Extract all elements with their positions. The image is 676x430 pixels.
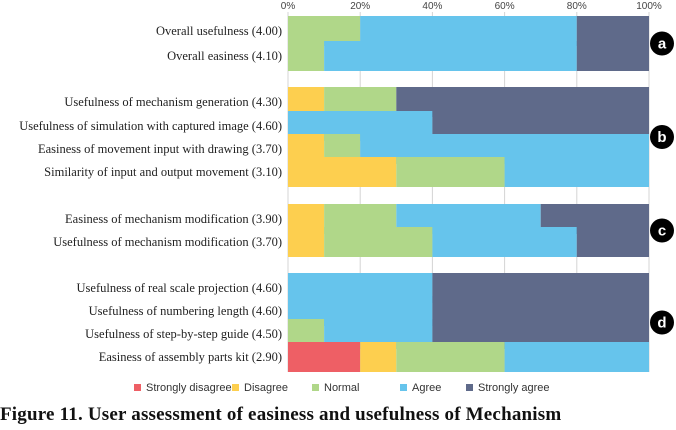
figure-caption: Figure 11. User assessment of easiness a… [0,404,562,425]
category-label: Easiness of mechanism modification (3.90… [65,212,282,226]
legend-swatch [312,384,319,391]
legend-swatch [232,384,239,391]
category-label: Usefulness of step-by-step guide (4.50) [85,327,282,341]
bar-segment [288,227,325,257]
category-label: Usefulness of numbering length (4.60) [89,304,282,318]
legend-label: Disagree [244,382,288,394]
group-badge [650,125,674,149]
legend-label: Strongly agree [478,382,550,394]
category-label: Usefulness of mechanism modification (3.… [53,235,282,249]
legend-label: Strongly disagree [146,382,232,394]
x-tick-label: 100% [636,1,662,12]
group-badge-label: b [657,129,666,146]
bar-segment [288,41,325,71]
category-label: Usefulness of real scale projection (4.6… [77,281,282,295]
group-badge-label: a [658,36,667,53]
x-tick-label: 40% [422,1,442,12]
x-tick-label: 80% [567,1,587,12]
group-badge [650,310,674,335]
legend-label: Normal [324,382,359,394]
group-badge [650,31,674,56]
legend-label: Agree [412,382,441,394]
bar-segment [576,227,649,257]
bar-segment [288,342,361,372]
bar-segment [504,342,649,372]
bar-segment [504,157,649,187]
bar-segment [396,342,505,372]
bar-segment [324,227,433,257]
category-label: Easiness of movement input with drawing … [38,142,282,156]
category-label: Easiness of assembly parts kit (2.90) [99,350,282,364]
bar-segment [432,227,577,257]
bar-segment [576,41,649,71]
x-tick-label: 60% [495,1,515,12]
group-badge [650,218,674,243]
chart-svg: 0% 20% 40% 60% 80% 100% Overall usefulness (4.… [19,1,674,394]
x-tick-label: 0% [281,1,296,12]
category-label: Usefulness of mechanism generation (4.30… [64,95,282,109]
bar-segment [396,157,505,187]
bar-segment [324,41,577,71]
category-label: Overall usefulness (4.00) [156,24,282,38]
category-label: Overall easiness (4.10) [167,49,282,63]
legend-swatch [134,384,141,391]
x-tick-label: 20% [350,1,370,12]
group-badge-label: c [658,223,666,240]
legend-swatch [466,384,473,391]
group-badge-label: d [657,315,666,332]
stacked-bar-chart: 0% 20% 40% 60% 80% 100% Overall usefulness (4.… [19,1,674,394]
category-label: Similarity of input and output movement … [44,165,282,179]
bar-segment [360,342,397,372]
legend-swatch [400,384,407,391]
bar-segment [288,157,397,187]
category-label: Usefulness of simulation with captured i… [19,119,282,133]
